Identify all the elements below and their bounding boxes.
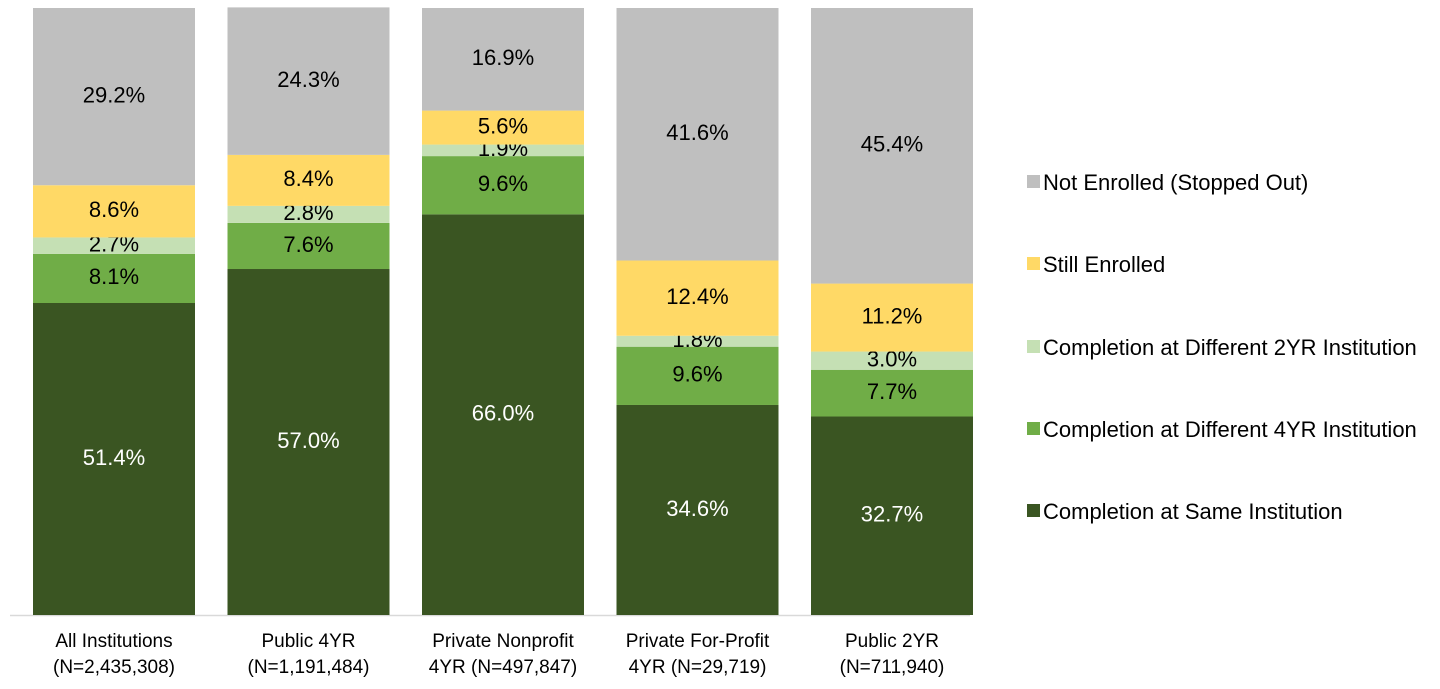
bar-segment bbox=[811, 351, 973, 370]
legend-swatch bbox=[1027, 175, 1040, 188]
bar-segment bbox=[227, 7, 390, 155]
bar-segment bbox=[811, 283, 973, 352]
data-label: 11.2% bbox=[862, 303, 923, 328]
data-label: 9.6% bbox=[478, 171, 528, 196]
bar-segment bbox=[422, 144, 584, 157]
legend-label: Not Enrolled (Stopped Out) bbox=[1043, 170, 1309, 195]
bar-segment bbox=[227, 269, 390, 615]
bar-segment bbox=[811, 369, 973, 417]
legend-label: Completion at Different 4YR Institution bbox=[1043, 417, 1417, 442]
bar-segment bbox=[616, 346, 779, 405]
legend-swatch bbox=[1027, 257, 1040, 270]
bar-segment bbox=[616, 335, 779, 347]
data-label: 7.7% bbox=[867, 379, 917, 404]
data-label: 24.3% bbox=[277, 67, 339, 92]
x-tick-label: Private For-Profit 4YR (N=29,719) bbox=[625, 631, 770, 678]
legend-label: Still Enrolled bbox=[1043, 252, 1166, 277]
data-label: 32.7% bbox=[861, 502, 923, 527]
legend-swatch bbox=[1027, 340, 1040, 353]
data-label: 34.6% bbox=[666, 496, 728, 521]
bar-segment bbox=[811, 8, 973, 284]
bar-segment bbox=[422, 214, 584, 615]
data-label: 45.4% bbox=[861, 132, 923, 157]
data-label: 8.1% bbox=[89, 264, 139, 289]
bar-segment bbox=[227, 205, 390, 223]
legend-item: Completion at Different 2YR Institution bbox=[1027, 333, 1437, 363]
bar-segment bbox=[33, 303, 195, 615]
bar-segment bbox=[811, 416, 973, 615]
legend-label: Completion at Different 2YR Institution bbox=[1043, 335, 1417, 360]
bar-segment bbox=[616, 8, 779, 261]
legend-item: Not Enrolled (Stopped Out) bbox=[1027, 168, 1437, 198]
bar-segment bbox=[33, 253, 195, 304]
data-label: 5.6% bbox=[478, 113, 528, 138]
x-tick-label: Private Nonprofit 4YR (N=497,847) bbox=[428, 631, 578, 678]
data-label: 29.2% bbox=[83, 82, 145, 107]
bar-segment bbox=[422, 156, 584, 215]
legend-item: Completion at Same Institution bbox=[1027, 497, 1437, 527]
bar-segment bbox=[227, 222, 390, 270]
bar-segment bbox=[33, 237, 195, 254]
data-label: 41.6% bbox=[666, 120, 728, 145]
bar-segment bbox=[616, 260, 779, 336]
bar-segment bbox=[422, 8, 584, 111]
bar-segment bbox=[33, 8, 195, 186]
x-tick-label: Public 4YR (N=1,191,484) bbox=[247, 631, 370, 678]
bar-segment bbox=[422, 110, 584, 145]
legend-item: Still Enrolled bbox=[1027, 250, 1437, 280]
data-label: 16.9% bbox=[472, 45, 534, 70]
data-label: 8.6% bbox=[89, 197, 139, 222]
x-tick-label: All Institutions (N=2,435,308) bbox=[53, 631, 175, 678]
data-label: 57.0% bbox=[277, 428, 339, 453]
legend-swatch bbox=[1027, 504, 1040, 517]
data-label: 66.0% bbox=[472, 401, 534, 426]
data-label: 12.4% bbox=[666, 284, 728, 309]
data-label: 9.6% bbox=[672, 362, 722, 387]
bar-segment bbox=[33, 185, 195, 238]
legend-label: Completion at Same Institution bbox=[1043, 499, 1343, 524]
x-tick-label: Public 2YR (N=711,940) bbox=[839, 631, 945, 678]
bar-segment bbox=[227, 154, 390, 206]
legend-item: Completion at Different 4YR Institution bbox=[1027, 415, 1437, 445]
data-label: 7.6% bbox=[283, 232, 333, 257]
legend-swatch bbox=[1027, 422, 1040, 435]
data-label: 51.4% bbox=[83, 445, 145, 470]
bar-segment bbox=[616, 404, 779, 615]
data-label: 8.4% bbox=[283, 166, 333, 191]
